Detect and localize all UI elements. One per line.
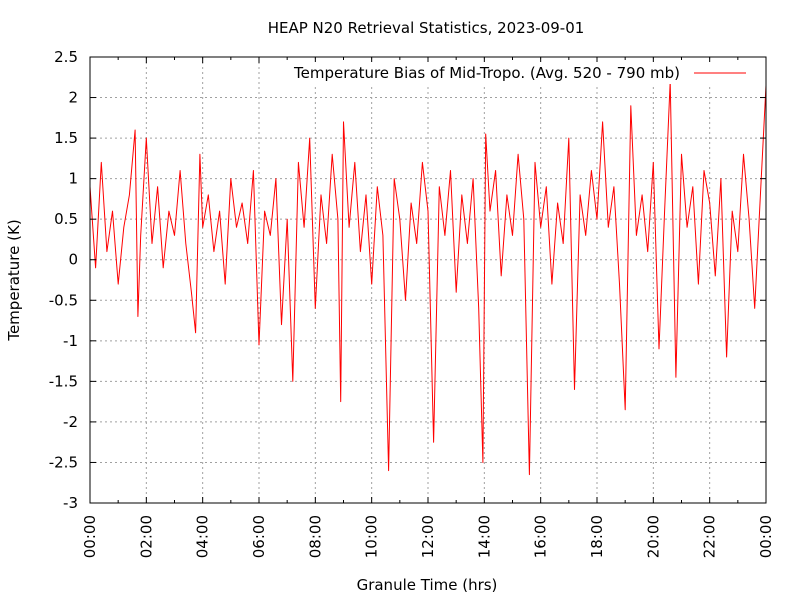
x-tick-label: 12:00 xyxy=(419,515,437,558)
y-tick-label: -3 xyxy=(63,494,78,512)
x-tick-label: 22:00 xyxy=(701,515,719,558)
legend: Temperature Bias of Mid-Tropo. (Avg. 520… xyxy=(260,62,760,84)
x-tick-label: 00:00 xyxy=(81,515,99,558)
y-tick-label: -1.5 xyxy=(49,372,78,390)
x-tick-label: 14:00 xyxy=(475,515,493,558)
x-tick-label: 06:00 xyxy=(250,515,268,558)
x-axis-label: Granule Time (hrs) xyxy=(357,576,498,594)
y-axis-label: Temperature (K) xyxy=(5,219,23,341)
y-tick-label: 2.5 xyxy=(54,48,78,66)
y-tick-label: 0.5 xyxy=(54,210,78,228)
y-tick-label: 1.5 xyxy=(54,129,78,147)
y-tick-label: -2 xyxy=(63,413,78,431)
y-tick-label: -0.5 xyxy=(49,291,78,309)
x-tick-label: 00:00 xyxy=(757,515,775,558)
x-tick-label: 18:00 xyxy=(588,515,606,558)
y-tick-labels: -3 -2.5 -2 -1.5 -1 -0.5 0 0.5 1 1.5 2 2.5 xyxy=(49,48,78,512)
x-tick-labels: 00:00 02:00 04:00 06:00 08:00 10:00 12:00 14:00… xyxy=(81,515,775,558)
series-line xyxy=(89,80,767,476)
chart-title: HEAP N20 Retrieval Statistics, 2023-09-0… xyxy=(268,19,585,37)
series-layer xyxy=(89,80,767,476)
x-tick-label: 16:00 xyxy=(532,515,550,558)
x-tick-label: 08:00 xyxy=(306,515,324,558)
y-tick-label: 1 xyxy=(68,170,78,188)
y-tick-label: -2.5 xyxy=(49,453,78,471)
legend-background xyxy=(260,62,760,84)
x-tick-label: 10:00 xyxy=(363,515,381,558)
y-tick-label: 2 xyxy=(68,89,78,107)
x-tick-label: 02:00 xyxy=(137,515,155,558)
y-tick-label: 0 xyxy=(68,251,78,269)
x-tick-label: 20:00 xyxy=(644,515,662,558)
grid xyxy=(90,57,766,503)
y-tick-label: -1 xyxy=(63,332,78,350)
legend-label: Temperature Bias of Mid-Tropo. (Avg. 520… xyxy=(293,64,680,82)
x-tick-label: 04:00 xyxy=(194,515,212,558)
